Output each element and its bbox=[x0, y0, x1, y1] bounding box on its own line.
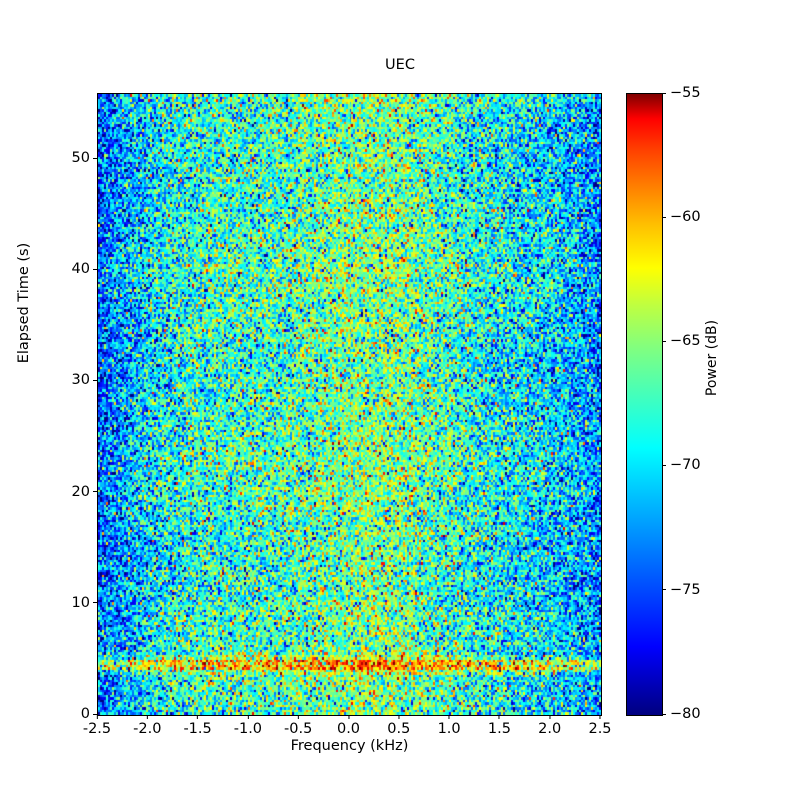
y-tick-mark bbox=[93, 380, 97, 382]
x-tick: -2.5 bbox=[83, 715, 111, 737]
colorbar-tick-label: −75 bbox=[670, 581, 701, 598]
colorbar-tick-label: −65 bbox=[670, 333, 701, 350]
x-tick-mark bbox=[549, 715, 551, 719]
x-tick-mark bbox=[247, 715, 249, 719]
colorbar-tick-mark bbox=[662, 713, 666, 715]
colorbar-tick-label: −55 bbox=[670, 84, 701, 101]
spectrogram-plot-area bbox=[97, 93, 602, 716]
x-tick-label: 0.0 bbox=[336, 721, 361, 737]
colorbar-tick-label: −60 bbox=[670, 208, 701, 225]
x-tick-mark bbox=[599, 715, 601, 719]
x-tick-label: 2.0 bbox=[538, 721, 562, 737]
y-tick-label: 50 bbox=[71, 150, 90, 167]
x-tick: 0.0 bbox=[337, 715, 360, 737]
x-tick-label: 1.5 bbox=[487, 721, 511, 737]
colorbar-tick-mark bbox=[662, 465, 666, 467]
y-axis-label: Elapsed Time (s) bbox=[16, 242, 32, 364]
x-tick-label: 1.0 bbox=[437, 721, 461, 737]
y-tick-mark bbox=[93, 713, 97, 715]
colorbar-ticks: −80 −75 −70 −65 −60 −55 bbox=[662, 86, 732, 721]
spectrogram-heatmap bbox=[98, 94, 601, 715]
x-tick: -2.0 bbox=[133, 715, 161, 737]
x-axis-label: Frequency (kHz) bbox=[290, 738, 409, 754]
y-tick-label: 10 bbox=[71, 594, 90, 611]
x-tick-mark bbox=[498, 715, 500, 719]
x-axis-ticks: -2.5 -2.0 -1.5 -1.0 -0.5 0.0 0.5 1.0 1.5 2.0 2.5 bbox=[83, 715, 612, 745]
y-tick-label: 20 bbox=[71, 483, 90, 500]
x-tick-label: 2.5 bbox=[588, 721, 612, 737]
x-tick: -1.5 bbox=[183, 715, 212, 737]
x-tick-mark bbox=[297, 715, 299, 719]
x-tick-mark bbox=[197, 715, 199, 719]
x-tick-label: 0.5 bbox=[387, 721, 411, 737]
x-tick: 1.0 bbox=[438, 715, 461, 737]
colorbar-tick-mark bbox=[662, 340, 666, 342]
x-tick: -0.5 bbox=[284, 715, 312, 737]
y-tick-label: 0 bbox=[80, 705, 90, 722]
colorbar-tick-label: −70 bbox=[670, 457, 701, 474]
x-tick-mark bbox=[146, 715, 148, 719]
title-station: UEC bbox=[385, 57, 415, 73]
x-tick-mark bbox=[96, 715, 98, 719]
x-tick: 1.5 bbox=[488, 715, 511, 737]
colorbar bbox=[626, 93, 663, 716]
colorbar-gradient bbox=[627, 94, 662, 715]
colorbar-tick-mark bbox=[662, 216, 666, 218]
x-tick-label: -2.5 bbox=[82, 721, 112, 737]
y-tick-mark bbox=[93, 491, 97, 493]
y-tick-mark bbox=[93, 269, 97, 271]
x-tick-mark bbox=[348, 715, 349, 719]
colorbar-tick-label: −80 bbox=[670, 705, 701, 722]
colorbar-tick-mark bbox=[662, 92, 666, 94]
x-tick-label: -1.5 bbox=[183, 721, 212, 737]
x-tick-label: -0.5 bbox=[284, 721, 313, 737]
x-tick-label: -1.0 bbox=[233, 721, 263, 737]
x-tick: -1.0 bbox=[234, 715, 262, 737]
y-tick-mark bbox=[93, 602, 97, 604]
y-tick-label: 40 bbox=[71, 261, 90, 278]
x-tick-mark bbox=[398, 715, 400, 719]
x-tick-label: -2.0 bbox=[133, 721, 162, 737]
y-axis-ticks: 0 10 20 30 40 50 bbox=[60, 93, 97, 721]
colorbar-label: Power (dB) bbox=[704, 319, 720, 397]
x-tick-mark bbox=[448, 715, 450, 719]
x-tick: 2.0 bbox=[538, 715, 561, 737]
x-tick: 0.5 bbox=[387, 715, 410, 737]
y-tick-mark bbox=[93, 158, 97, 160]
colorbar-tick-mark bbox=[662, 589, 666, 591]
y-tick-label: 30 bbox=[71, 372, 90, 389]
x-tick: 2.5 bbox=[588, 715, 612, 737]
